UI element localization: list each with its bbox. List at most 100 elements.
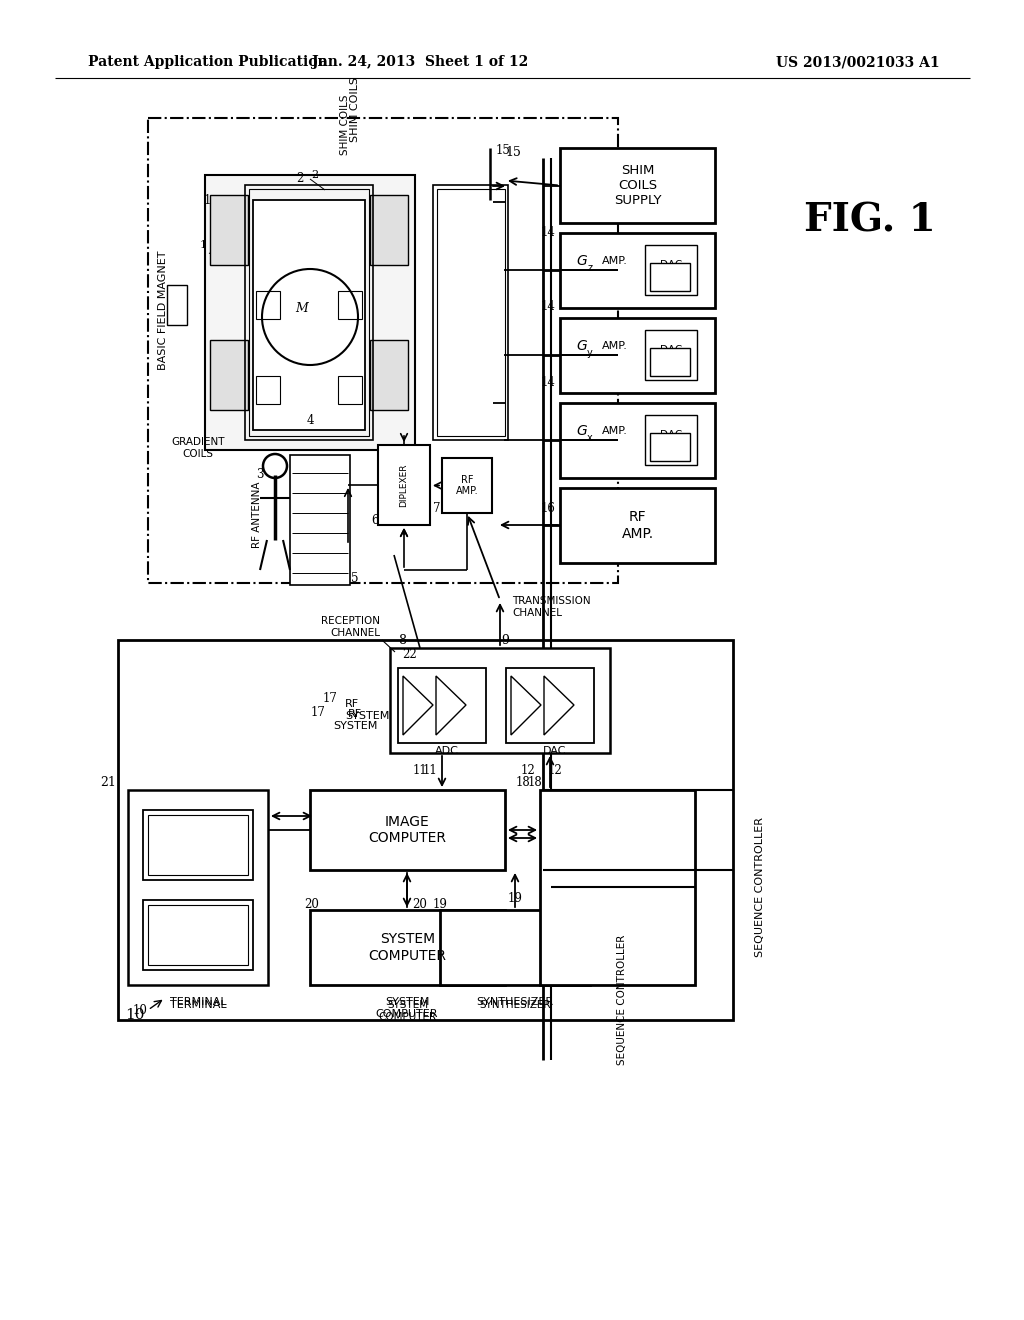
Text: 14: 14 — [541, 376, 555, 389]
Bar — [442, 458, 492, 513]
Bar — [437, 189, 505, 436]
Text: 14: 14 — [541, 227, 555, 239]
Text: 10: 10 — [125, 1008, 144, 1022]
Text: y: y — [587, 348, 593, 358]
Text: 1: 1 — [200, 240, 207, 249]
Text: 21: 21 — [100, 776, 116, 788]
Text: G: G — [577, 424, 588, 438]
Bar — [390, 648, 610, 752]
Bar — [143, 900, 253, 970]
Text: 1: 1 — [204, 194, 211, 206]
Text: AMP.: AMP. — [602, 256, 628, 267]
Bar — [148, 906, 248, 965]
Text: SYNTHESIZER: SYNTHESIZER — [476, 997, 554, 1007]
Text: 7: 7 — [433, 502, 440, 515]
Text: 11: 11 — [413, 763, 427, 776]
Text: DAC: DAC — [659, 430, 682, 440]
Text: DAC: DAC — [659, 260, 682, 271]
Text: IMAGE
COMPUTER: IMAGE COMPUTER — [369, 814, 446, 845]
Text: TRANSMISSION
CHANNEL: TRANSMISSION CHANNEL — [512, 597, 591, 618]
Text: SHIM COILS: SHIM COILS — [350, 77, 360, 143]
Text: RF
AMP.: RF AMP. — [622, 511, 653, 541]
Text: 10: 10 — [132, 1003, 147, 1016]
Bar — [310, 909, 505, 985]
Text: RF ANTENNA: RF ANTENNA — [252, 482, 262, 548]
Text: TERMINAL: TERMINAL — [170, 997, 226, 1007]
Bar — [650, 433, 690, 461]
Text: 20: 20 — [412, 899, 427, 912]
Text: 8: 8 — [398, 634, 406, 647]
Text: 4: 4 — [306, 413, 313, 426]
Bar — [249, 189, 369, 436]
Text: z: z — [588, 263, 593, 273]
Bar — [210, 195, 248, 265]
Bar — [560, 234, 715, 308]
Text: 19: 19 — [432, 899, 447, 912]
Text: 20: 20 — [304, 899, 319, 912]
Bar — [143, 810, 253, 880]
Text: 18: 18 — [527, 776, 543, 788]
Bar — [645, 330, 697, 380]
Bar — [440, 909, 590, 985]
Text: AMP.: AMP. — [602, 341, 628, 351]
Text: 18: 18 — [515, 776, 530, 788]
Text: SYNTHESIZER: SYNTHESIZER — [479, 1001, 551, 1010]
Bar — [560, 403, 715, 478]
Text: SEQUENCE CONTROLLER: SEQUENCE CONTROLLER — [617, 935, 628, 1065]
Text: 3: 3 — [256, 469, 264, 482]
Text: FIG. 1: FIG. 1 — [804, 201, 936, 239]
Bar — [210, 341, 248, 411]
Bar — [128, 789, 268, 985]
Bar — [205, 176, 415, 450]
Bar — [645, 414, 697, 465]
Bar — [370, 341, 408, 411]
Bar — [148, 117, 618, 583]
Bar — [433, 185, 508, 440]
Text: DAC: DAC — [659, 345, 682, 355]
Text: RF
SYSTEM: RF SYSTEM — [345, 700, 389, 721]
Text: 11: 11 — [423, 763, 437, 776]
Bar — [506, 668, 594, 743]
Text: 5: 5 — [351, 572, 358, 585]
Text: 6: 6 — [372, 513, 379, 527]
Bar — [310, 789, 505, 870]
Text: RF
AMP.: RF AMP. — [456, 475, 478, 496]
Text: 12: 12 — [548, 763, 562, 776]
Text: SHIM
COILS
SUPPLY: SHIM COILS SUPPLY — [613, 164, 662, 207]
Text: RECEPTION
CHANNEL: RECEPTION CHANNEL — [321, 616, 380, 638]
Text: 22: 22 — [402, 648, 418, 661]
Text: ADC: ADC — [435, 746, 459, 756]
Text: SYSTEM
COMPUTER: SYSTEM COMPUTER — [376, 997, 438, 1019]
Bar — [650, 263, 690, 290]
Text: 19: 19 — [508, 892, 522, 906]
Text: 17: 17 — [310, 706, 326, 719]
Text: 15: 15 — [496, 144, 510, 157]
Text: 14: 14 — [541, 301, 555, 314]
Text: 2: 2 — [296, 172, 304, 185]
Text: DIPLEXER: DIPLEXER — [399, 463, 409, 507]
Text: Jan. 24, 2013  Sheet 1 of 12: Jan. 24, 2013 Sheet 1 of 12 — [312, 55, 528, 69]
Bar — [560, 148, 715, 223]
Bar — [540, 789, 695, 985]
Text: GRADIENT
COILS: GRADIENT COILS — [171, 437, 224, 459]
Text: RF
SYSTEM: RF SYSTEM — [333, 709, 377, 731]
Bar — [560, 488, 715, 564]
Text: SEQUENCE CONTROLLER: SEQUENCE CONTROLLER — [755, 817, 765, 957]
Text: 9: 9 — [501, 634, 509, 647]
Text: TERMINAL: TERMINAL — [170, 1001, 226, 1010]
Text: BASIC FIELD MAGNET: BASIC FIELD MAGNET — [158, 251, 168, 370]
Bar — [378, 445, 430, 525]
Bar — [148, 814, 248, 875]
Text: 16: 16 — [541, 502, 555, 515]
Text: x: x — [587, 433, 593, 444]
Text: DAC: DAC — [544, 746, 566, 756]
Text: SYSTEM
COMPUTER: SYSTEM COMPUTER — [379, 1001, 436, 1022]
Text: 15: 15 — [505, 145, 521, 158]
Text: G: G — [577, 253, 588, 268]
Bar — [560, 318, 715, 393]
Text: M: M — [296, 302, 308, 315]
Bar — [290, 455, 350, 585]
Bar — [253, 201, 365, 430]
Bar — [645, 246, 697, 294]
Text: SYSTEM
COMPUTER: SYSTEM COMPUTER — [369, 932, 446, 962]
